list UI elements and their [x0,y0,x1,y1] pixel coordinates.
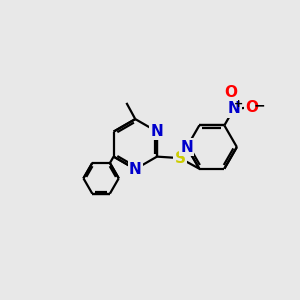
Text: N: N [151,124,163,139]
Text: N: N [180,140,193,154]
Text: S: S [174,151,185,166]
Text: N: N [129,162,142,177]
Text: −: − [253,99,265,113]
Text: O: O [224,85,237,100]
Text: N: N [227,101,240,116]
Text: O: O [245,100,258,115]
Text: +: + [234,99,243,109]
